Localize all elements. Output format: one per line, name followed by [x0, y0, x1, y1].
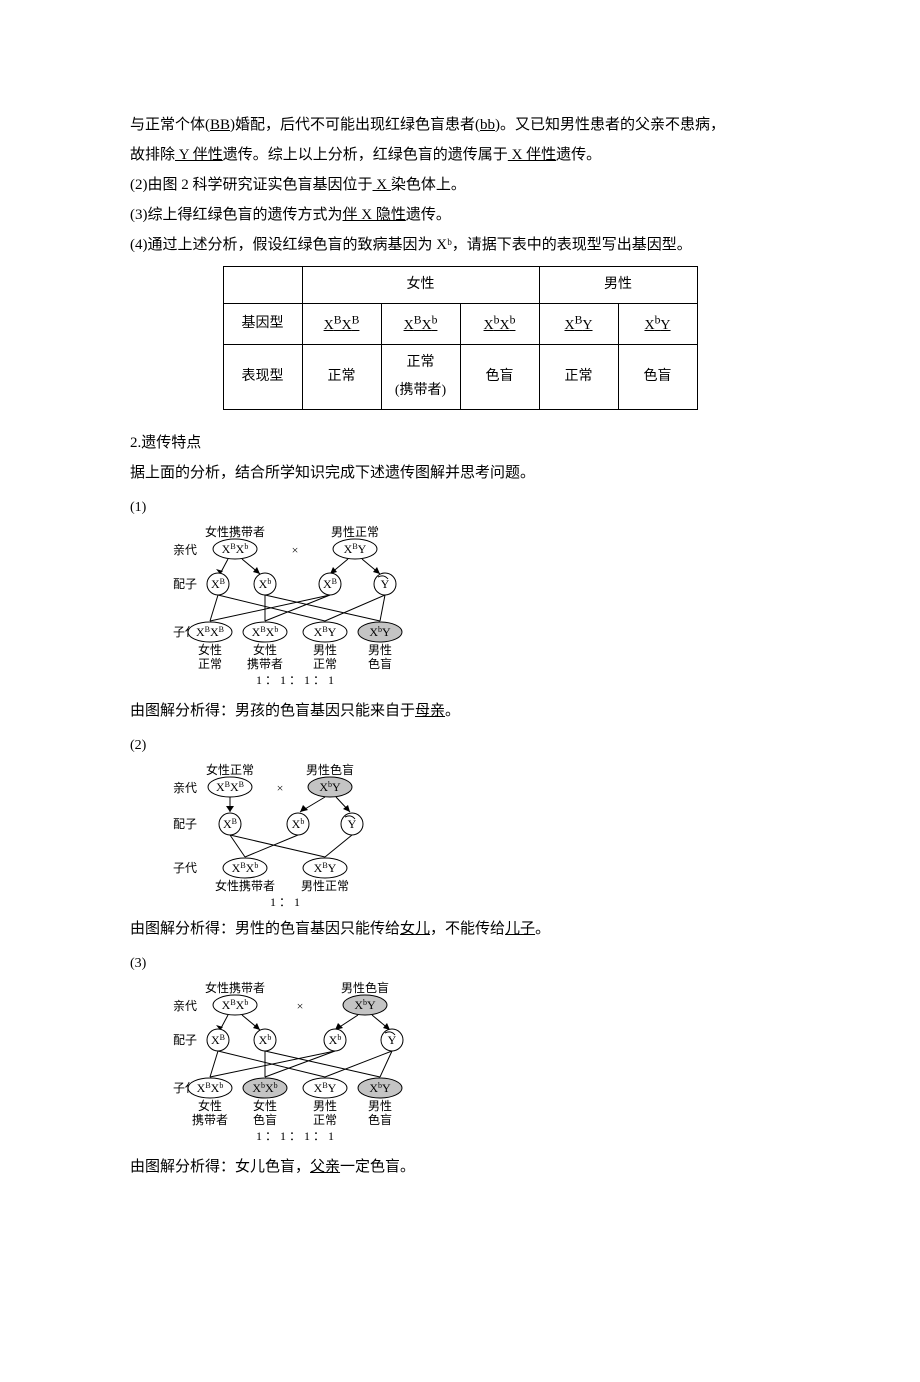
- diagram-1: (1) 女性携带者 男性正常 亲代 配子 子代 × XBXb XBY XB Xb…: [130, 494, 790, 694]
- p1-bb2: bb: [480, 117, 495, 133]
- svg-text:男性: 男性: [368, 643, 392, 657]
- svg-text:Y: Y: [381, 577, 390, 591]
- svg-text:XBXb: XBXb: [222, 998, 249, 1012]
- svg-text:正常: 正常: [313, 1113, 337, 1127]
- gt-f3: XbXb: [460, 304, 539, 345]
- svg-text:正常: 正常: [198, 657, 222, 671]
- svg-text:色盲: 色盲: [368, 1112, 392, 1127]
- ph-m1: 正常: [539, 344, 618, 409]
- p1c: )。又已知男性患者的父亲不患病，: [495, 117, 725, 133]
- para-4: (3)综上得红绿色盲的遗传方式为伴 X 隐性遗传。: [130, 200, 790, 230]
- p1a: 与正常个体(: [130, 117, 210, 133]
- svg-text:子代: 子代: [173, 861, 197, 875]
- gt-m2: XbY: [618, 304, 697, 345]
- svg-text:×: ×: [297, 999, 304, 1013]
- th-female: 女性: [302, 267, 539, 304]
- d3-num: (3): [130, 950, 158, 978]
- p2b: 遗传。综上以上分析，红绿色盲的遗传属于: [223, 147, 508, 163]
- gt-f1: XBXB: [302, 304, 381, 345]
- svg-text:男性色盲: 男性色盲: [341, 980, 389, 995]
- th-male: 男性: [539, 267, 697, 304]
- svg-text:携带者: 携带者: [247, 656, 283, 671]
- d1-pf: 女性携带者: [205, 524, 265, 539]
- svg-text:女性: 女性: [253, 642, 277, 657]
- svg-text:色盲: 色盲: [253, 1112, 277, 1127]
- svg-text:Y: Y: [348, 817, 357, 831]
- svg-text:XBXb: XBXb: [197, 1081, 224, 1095]
- svg-text:男性色盲: 男性色盲: [306, 762, 354, 777]
- svg-text:女性正常: 女性正常: [206, 762, 254, 777]
- diagram-2: (2) 女性正常 男性色盲 亲代 配子 子代 × XBXB XbY XB Xb …: [130, 732, 790, 912]
- svg-text:女性携带者: 女性携带者: [215, 878, 275, 893]
- d1-row-gamete: 配子: [173, 577, 197, 591]
- d1-svg: 女性携带者 男性正常 亲代 配子 子代 × XBXb XBY XB Xb XB …: [130, 524, 450, 694]
- d1-pm: 男性正常: [331, 525, 379, 539]
- p2-x: X 伴性: [508, 147, 556, 163]
- d2-svg: 女性正常 男性色盲 亲代 配子 子代 × XBXB XbY XB Xb Y XB…: [130, 762, 430, 912]
- gt-m1: XBY: [539, 304, 618, 345]
- svg-text:×: ×: [277, 781, 284, 795]
- d1-concl: 由图解分析得：男孩的色盲基因只能来自于母亲。: [130, 696, 790, 726]
- p1-bb1: BB: [210, 117, 230, 133]
- p4b: 遗传。: [406, 207, 451, 223]
- svg-text:Y: Y: [388, 1033, 397, 1047]
- p2a: 故排除: [130, 147, 175, 163]
- row-genotype: 基因型: [223, 304, 302, 345]
- d1-row-parent: 亲代: [173, 543, 197, 557]
- p3a: (2)由图 2 科学研究证实色盲基因位于: [130, 177, 373, 193]
- svg-text:1 ： 1 ： 1 ： 1: 1 ： 1 ： 1 ： 1: [256, 1129, 334, 1143]
- p2-y: Y 伴性: [175, 147, 223, 163]
- svg-text:1 ： 1 ： 1 ： 1: 1 ： 1 ： 1 ： 1: [256, 673, 334, 687]
- d2-num: (2): [130, 732, 158, 760]
- p4-mode: 伴 X 隐性: [343, 207, 406, 223]
- svg-text:配子: 配子: [173, 817, 197, 831]
- svg-text:女性携带者: 女性携带者: [205, 980, 265, 995]
- d3-svg: 女性携带者 男性色盲 亲代 配子 子代 × XBXb XbY XB Xb Xb …: [130, 980, 450, 1150]
- svg-text:配子: 配子: [173, 1033, 197, 1047]
- svg-text:色盲: 色盲: [368, 656, 392, 671]
- svg-text:XBXb: XBXb: [252, 625, 279, 639]
- para-3: (2)由图 2 科学研究证实色盲基因位于 X 染色体上。: [130, 170, 790, 200]
- p3-x: X: [373, 177, 391, 193]
- para-1: 与正常个体(BB)婚配，后代不可能出现红绿色盲患者(bb)。又已知男性患者的父亲…: [130, 110, 790, 140]
- svg-text:男性: 男性: [368, 1099, 392, 1113]
- p4a: (3)综上得红绿色盲的遗传方式为: [130, 207, 343, 223]
- d3-concl: 由图解分析得：女儿色盲，父亲一定色盲。: [130, 1152, 790, 1182]
- svg-text:XBXb: XBXb: [222, 542, 249, 556]
- section2-intro: 据上面的分析，结合所学知识完成下述遗传图解并思考问题。: [130, 458, 790, 488]
- d2-concl: 由图解分析得：男性的色盲基因只能传给女儿，不能传给儿子。: [130, 914, 790, 944]
- ph-f1: 正常: [302, 344, 381, 409]
- svg-text:女性: 女性: [198, 642, 222, 657]
- ph-m2: 色盲: [618, 344, 697, 409]
- p3b: 染色体上。: [391, 177, 466, 193]
- para-5: (4)通过上述分析，假设红绿色盲的致病基因为 Xᵇ，请据下表中的表现型写出基因型…: [130, 230, 790, 260]
- svg-text:男性: 男性: [313, 1099, 337, 1113]
- p1b: )婚配，后代不可能出现红绿色盲患者(: [230, 117, 480, 133]
- svg-text:1 ： 1: 1 ： 1: [270, 895, 300, 909]
- svg-text:亲代: 亲代: [173, 999, 197, 1013]
- svg-text:男性: 男性: [313, 643, 337, 657]
- svg-text:XBXb: XBXb: [232, 861, 259, 875]
- svg-text:×: ×: [292, 543, 299, 557]
- svg-text:亲代: 亲代: [173, 781, 197, 795]
- row-phenotype: 表现型: [223, 344, 302, 409]
- p2c: 遗传。: [556, 147, 601, 163]
- d1-num: (1): [130, 494, 158, 522]
- svg-text:女性: 女性: [198, 1098, 222, 1113]
- gt-f2: XBXb: [381, 304, 460, 345]
- svg-text:女性: 女性: [253, 1098, 277, 1113]
- svg-text:携带者: 携带者: [192, 1112, 228, 1127]
- diagram-3: (3) 女性携带者 男性色盲 亲代 配子 子代 × XBXb XbY XB Xb…: [130, 950, 790, 1150]
- para-2: 故排除 Y 伴性遗传。综上以上分析，红绿色盲的遗传属于 X 伴性遗传。: [130, 140, 790, 170]
- section2-title: 2.遗传特点: [130, 428, 790, 458]
- svg-text:正常: 正常: [313, 657, 337, 671]
- svg-text:男性正常: 男性正常: [301, 879, 349, 893]
- genotype-table: 女性 男性 基因型 XBXB XBXb XbXb XBY XbY 表现型 正常 …: [223, 266, 698, 410]
- ph-f3: 色盲: [460, 344, 539, 409]
- ph-f2: 正常(携带者): [381, 344, 460, 409]
